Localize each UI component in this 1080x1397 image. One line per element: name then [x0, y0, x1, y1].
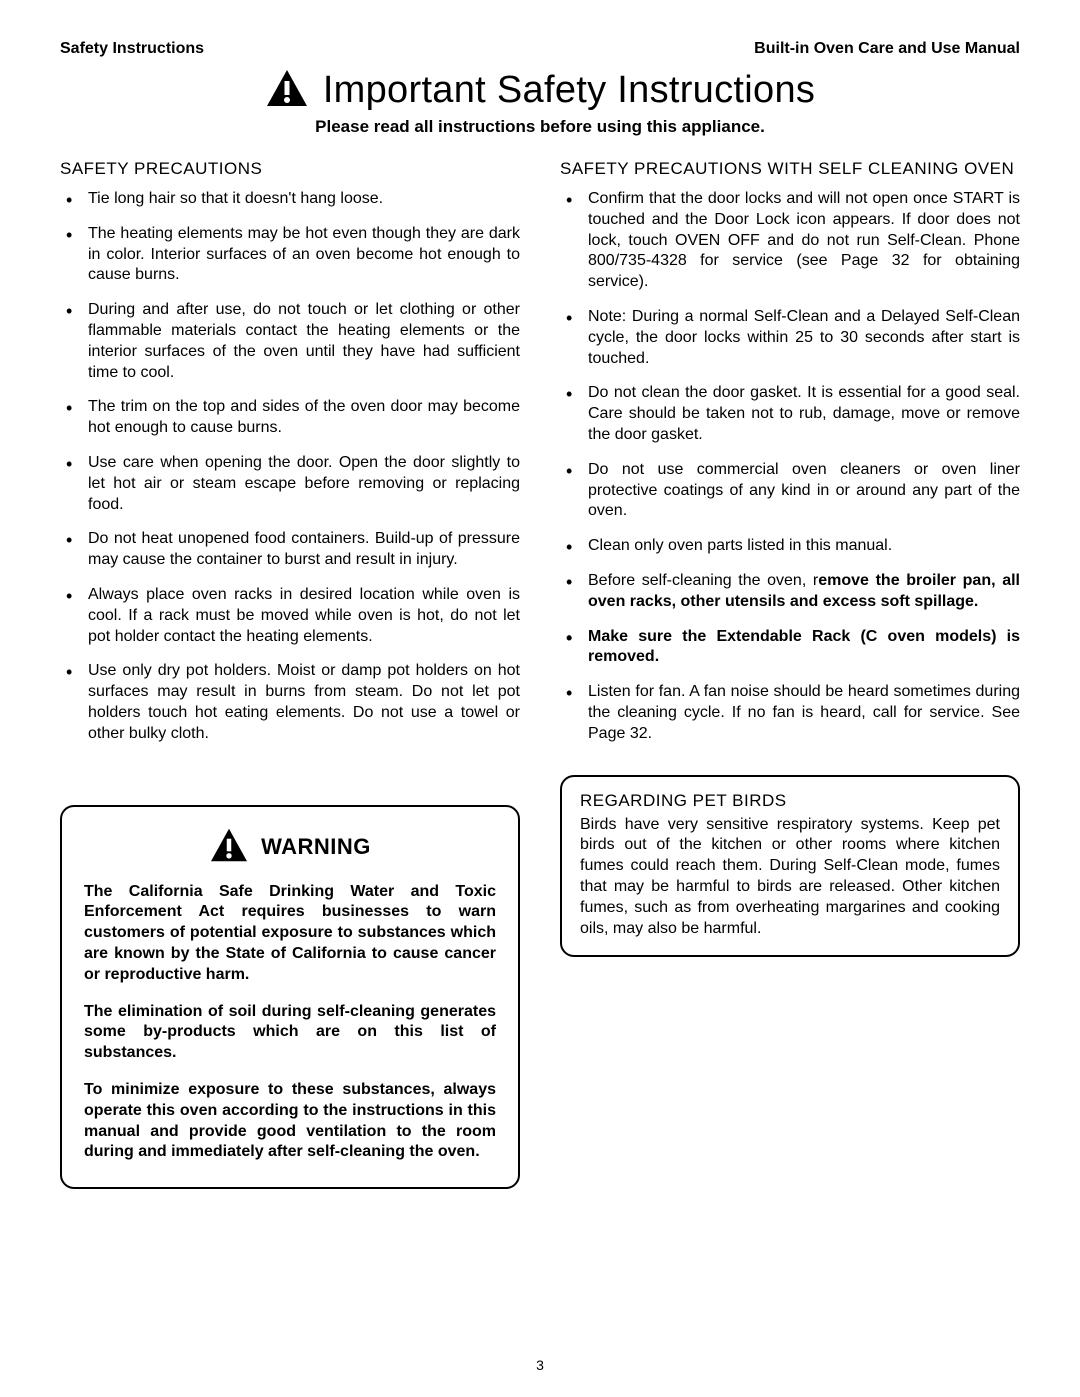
list-item: Tie long hair so that it doesn't hang lo… — [60, 189, 520, 210]
page-header: Safety Instructions Built-in Oven Care a… — [60, 40, 1020, 58]
birds-heading: REGARDING PET BIRDS — [580, 791, 1000, 811]
content-columns: SAFETY PRECAUTIONS Tie long hair so that… — [60, 159, 1020, 1189]
birds-text: Birds have very sensitive respiratory sy… — [580, 815, 1000, 940]
left-column: SAFETY PRECAUTIONS Tie long hair so that… — [60, 159, 520, 1189]
list-item: The trim on the top and sides of the ove… — [60, 397, 520, 439]
header-right: Built-in Oven Care and Use Manual — [754, 40, 1020, 58]
page-title: Important Safety Instructions — [323, 69, 815, 112]
list-item: The heating elements may be hot even tho… — [60, 224, 520, 286]
list-item: Make sure the Extendable Rack (C oven mo… — [560, 627, 1020, 669]
list-item: During and after use, do not touch or le… — [60, 300, 520, 383]
list-item: Always place oven racks in desired locat… — [60, 585, 520, 647]
list-item: Note: During a normal Self-Clean and a D… — [560, 307, 1020, 369]
list-item: Use only dry pot holders. Moist or damp … — [60, 661, 520, 744]
right-column: SAFETY PRECAUTIONS WITH SELF CLEANING OV… — [560, 159, 1020, 1189]
list-item: Confirm that the door locks and will not… — [560, 189, 1020, 293]
warning-paragraph: The California Safe Drinking Water and T… — [84, 882, 496, 986]
right-heading: SAFETY PRECAUTIONS WITH SELF CLEANING OV… — [560, 159, 1020, 179]
warning-header: WARNING — [84, 827, 496, 868]
list-item: Clean only oven parts listed in this man… — [560, 536, 1020, 557]
list-item: Listen for fan. A fan noise should be he… — [560, 682, 1020, 744]
warning-paragraph: The elimination of soil during self-clea… — [84, 1002, 496, 1064]
left-bullets: Tie long hair so that it doesn't hang lo… — [60, 189, 520, 745]
warning-label: WARNING — [261, 834, 371, 860]
warning-icon — [209, 827, 249, 868]
page-number: 3 — [0, 1357, 1080, 1373]
warning-paragraph: To minimize exposure to these substances… — [84, 1080, 496, 1163]
list-item: Do not use commercial oven cleaners or o… — [560, 460, 1020, 522]
birds-box: REGARDING PET BIRDS Birds have very sens… — [560, 775, 1020, 958]
header-left: Safety Instructions — [60, 40, 204, 58]
list-item: Do not heat unopened food containers. Bu… — [60, 529, 520, 571]
list-item: Do not clean the door gasket. It is esse… — [560, 383, 1020, 445]
right-bullets: Confirm that the door locks and will not… — [560, 189, 1020, 745]
warning-icon — [265, 68, 309, 113]
left-heading: SAFETY PRECAUTIONS — [60, 159, 520, 179]
list-item-prefix: Before self-cleaning the oven, r — [588, 572, 818, 589]
subtitle: Please read all instructions before usin… — [60, 117, 1020, 137]
warning-box: WARNING The California Safe Drinking Wat… — [60, 805, 520, 1190]
list-item: Use care when opening the door. Open the… — [60, 453, 520, 515]
list-item: Before self-cleaning the oven, remove th… — [560, 571, 1020, 613]
title-row: Important Safety Instructions — [60, 68, 1020, 113]
